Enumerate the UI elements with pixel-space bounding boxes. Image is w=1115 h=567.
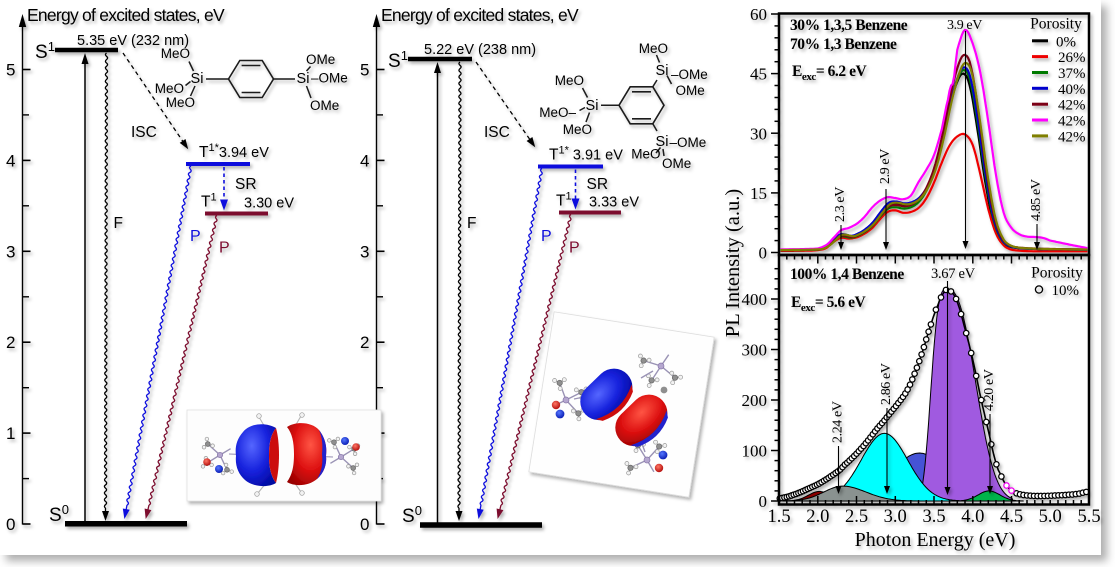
svg-text:30: 30 bbox=[750, 124, 767, 143]
svg-text:T1: T1 bbox=[201, 192, 217, 211]
svg-text:3.67 eV: 3.67 eV bbox=[931, 266, 976, 282]
svg-text:Porosity: Porosity bbox=[1030, 16, 1082, 33]
svg-text:2.0: 2.0 bbox=[806, 507, 829, 527]
svg-text:ISC: ISC bbox=[484, 124, 510, 141]
svg-text:2.86 eV: 2.86 eV bbox=[879, 363, 894, 405]
svg-text:MeO: MeO bbox=[563, 122, 592, 137]
svg-text:1.5: 1.5 bbox=[767, 507, 790, 527]
svg-text:MeO: MeO bbox=[555, 73, 584, 88]
svg-text:3.0: 3.0 bbox=[884, 507, 907, 527]
svg-text:P: P bbox=[219, 240, 230, 257]
svg-text:3: 3 bbox=[360, 242, 369, 261]
svg-text:5: 5 bbox=[360, 61, 369, 80]
svg-text:15: 15 bbox=[750, 184, 767, 203]
svg-text:P: P bbox=[569, 240, 580, 257]
svg-text:PL Intensity (a.u.): PL Intensity (a.u.) bbox=[722, 189, 744, 337]
svg-text:2: 2 bbox=[360, 333, 369, 352]
svg-text:Porosity: Porosity bbox=[1031, 265, 1083, 282]
svg-text:3.33 eV: 3.33 eV bbox=[589, 195, 639, 211]
svg-text:0%: 0% bbox=[1056, 34, 1076, 50]
svg-text:MeO: MeO bbox=[155, 81, 184, 96]
svg-text:5.0: 5.0 bbox=[1039, 507, 1062, 527]
svg-text:4: 4 bbox=[360, 151, 369, 170]
svg-text:F: F bbox=[114, 215, 123, 232]
svg-text:10%: 10% bbox=[1052, 283, 1080, 299]
svg-text:SR: SR bbox=[235, 176, 257, 193]
svg-text:3: 3 bbox=[6, 242, 15, 261]
svg-text:–OMe: –OMe bbox=[311, 71, 348, 86]
svg-text:2.3 eV: 2.3 eV bbox=[833, 187, 848, 222]
svg-text:30% 1,3,5 Benzene: 30% 1,3,5 Benzene bbox=[790, 17, 908, 34]
svg-text:Energy of excited states, eV: Energy of excited states, eV bbox=[27, 5, 225, 25]
svg-text:0: 0 bbox=[759, 244, 768, 263]
svg-text:4.5: 4.5 bbox=[1000, 507, 1023, 527]
svg-text:42%: 42% bbox=[1058, 114, 1086, 130]
svg-text:SR: SR bbox=[587, 176, 609, 193]
svg-text:200: 200 bbox=[742, 391, 768, 410]
svg-text:2: 2 bbox=[6, 333, 15, 352]
svg-text:2.24 eV: 2.24 eV bbox=[831, 401, 846, 443]
svg-text:ISC: ISC bbox=[131, 124, 157, 141]
svg-text:5.22 eV (238 nm): 5.22 eV (238 nm) bbox=[424, 42, 536, 58]
svg-text:42%: 42% bbox=[1058, 98, 1086, 114]
svg-text:Si: Si bbox=[586, 98, 599, 114]
svg-text:OMe: OMe bbox=[676, 83, 705, 98]
svg-text:MeO: MeO bbox=[161, 46, 190, 61]
svg-text:S0: S0 bbox=[402, 503, 422, 527]
svg-text:5: 5 bbox=[6, 61, 15, 80]
svg-text:MeO: MeO bbox=[631, 147, 660, 162]
svg-text:Si: Si bbox=[656, 63, 669, 79]
svg-text:Energy of excited states, eV: Energy of excited states, eV bbox=[381, 5, 579, 25]
svg-text:F: F bbox=[467, 215, 476, 232]
svg-text:400: 400 bbox=[742, 290, 768, 309]
svg-text:–OMe: –OMe bbox=[670, 135, 707, 150]
svg-text:Photon Energy (eV): Photon Energy (eV) bbox=[855, 529, 1016, 551]
svg-text:4.0: 4.0 bbox=[961, 507, 984, 527]
svg-text:Si: Si bbox=[191, 71, 204, 87]
svg-text:S1: S1 bbox=[35, 39, 55, 63]
svg-text:–OMe: –OMe bbox=[671, 67, 708, 82]
svg-text:Si: Si bbox=[297, 71, 310, 87]
svg-text:100: 100 bbox=[742, 442, 768, 461]
svg-text:0: 0 bbox=[360, 515, 369, 534]
svg-text:5.35 eV (232 nm): 5.35 eV (232 nm) bbox=[77, 33, 189, 49]
svg-text:4: 4 bbox=[6, 151, 15, 170]
svg-text:Eexc= 6.2 eV: Eexc= 6.2 eV bbox=[792, 63, 867, 83]
svg-text:70% 1,3 Benzene: 70% 1,3 Benzene bbox=[790, 36, 897, 53]
svg-text:42%: 42% bbox=[1058, 129, 1086, 145]
svg-text:4.20 eV: 4.20 eV bbox=[982, 369, 997, 411]
svg-text:MeO–: MeO– bbox=[539, 105, 576, 120]
svg-text:MeO: MeO bbox=[166, 95, 195, 110]
svg-text:1: 1 bbox=[6, 424, 15, 443]
svg-text:5.5: 5.5 bbox=[1077, 507, 1100, 527]
svg-text:0: 0 bbox=[759, 492, 768, 511]
svg-text:3.5: 3.5 bbox=[922, 507, 945, 527]
svg-text:T1*3.94 eV: T1*3.94 eV bbox=[199, 142, 269, 161]
svg-text:60: 60 bbox=[750, 5, 767, 24]
svg-text:26%: 26% bbox=[1058, 50, 1086, 66]
svg-text:40%: 40% bbox=[1058, 82, 1086, 98]
svg-text:MeO: MeO bbox=[639, 41, 668, 56]
svg-text:37%: 37% bbox=[1058, 66, 1086, 82]
svg-text:T1* 3.91 eV: T1* 3.91 eV bbox=[549, 145, 623, 164]
svg-text:P: P bbox=[190, 228, 201, 245]
svg-text:300: 300 bbox=[742, 341, 768, 360]
svg-text:T1: T1 bbox=[556, 191, 572, 210]
svg-text:Eexc= 5.6 eV: Eexc= 5.6 eV bbox=[791, 294, 866, 314]
svg-text:2.5: 2.5 bbox=[845, 507, 868, 527]
svg-text:OMe: OMe bbox=[662, 156, 691, 171]
svg-text:3.30 eV: 3.30 eV bbox=[244, 196, 294, 212]
svg-text:P: P bbox=[541, 228, 552, 245]
svg-text:3.9 eV: 3.9 eV bbox=[947, 18, 982, 33]
svg-text:0: 0 bbox=[6, 515, 15, 534]
svg-text:100% 1,4 Benzene: 100% 1,4 Benzene bbox=[790, 266, 904, 283]
svg-text:OMe: OMe bbox=[310, 98, 339, 113]
svg-text:45: 45 bbox=[750, 65, 767, 84]
svg-text:Si: Si bbox=[656, 134, 669, 150]
svg-text:S1: S1 bbox=[388, 48, 408, 72]
svg-text:OMe: OMe bbox=[306, 52, 335, 67]
svg-text:4.85 eV: 4.85 eV bbox=[1029, 179, 1044, 221]
svg-text:2.9 eV: 2.9 eV bbox=[878, 149, 893, 184]
